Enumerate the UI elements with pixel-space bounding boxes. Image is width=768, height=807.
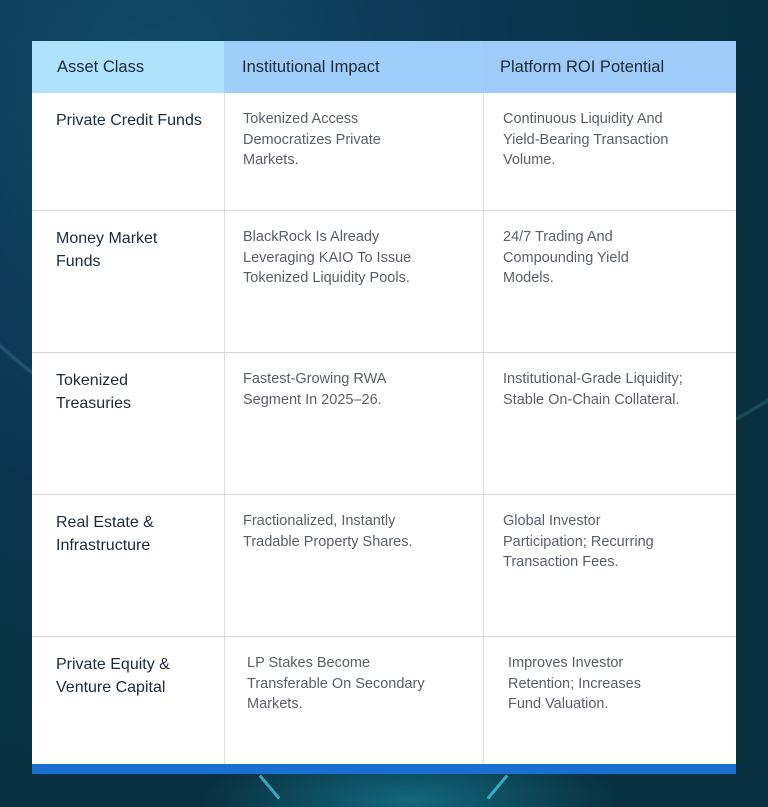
header-institutional-impact: Institutional Impact	[224, 41, 483, 93]
table-row: Tokenized Treasuries Fastest-Growing RWA…	[32, 352, 736, 494]
table-footer-accent-bar	[32, 764, 736, 774]
background-light-beam	[258, 774, 281, 800]
roi-text: Continuous Liquidity And Yield-Bearing T…	[503, 111, 669, 168]
asset-cell: Private Credit Funds	[32, 93, 224, 210]
header-platform-roi: Platform ROI Potential	[483, 41, 736, 93]
table-row: Private Credit Funds Tokenized Access De…	[32, 93, 736, 210]
asset-cell: Private Equity & Venture Capital	[32, 637, 224, 764]
asset-text: Private Credit Funds	[56, 112, 202, 129]
impact-cell: Fastest-Growing RWA Segment In 2025–26.	[224, 353, 483, 494]
impact-text: LP Stakes Become Transferable On Seconda…	[247, 655, 425, 712]
background-light-beam	[486, 774, 509, 800]
roi-text: 24/7 Trading And Compounding Yield Model…	[503, 229, 629, 286]
asset-text: Private Equity & Venture Capital	[56, 656, 170, 696]
asset-cell: Tokenized Treasuries	[32, 353, 224, 494]
asset-class-table: Asset Class Institutional Impact Platfor…	[32, 41, 736, 774]
table-row: Private Equity & Venture Capital LP Stak…	[32, 636, 736, 764]
impact-text: BlackRock Is Already Leveraging KAIO To …	[243, 229, 412, 286]
asset-text: Tokenized Treasuries	[56, 372, 131, 412]
table-row: Real Estate & Infrastructure Fractionali…	[32, 494, 736, 636]
roi-text: Institutional-Grade Liquidity; Stable On…	[503, 371, 683, 408]
impact-text: Fractionalized, Instantly Tradable Prope…	[243, 513, 413, 550]
roi-cell: Improves Investor Retention; Increases F…	[483, 637, 736, 764]
roi-text: Improves Investor Retention; Increases F…	[508, 655, 641, 712]
impact-cell: Fractionalized, Instantly Tradable Prope…	[224, 495, 483, 636]
impact-text: Tokenized Access Democratizes Private Ma…	[243, 111, 381, 168]
impact-cell: BlackRock Is Already Leveraging KAIO To …	[224, 211, 483, 352]
roi-text: Global Investor Participation; Recurring…	[503, 513, 654, 570]
roi-cell: Global Investor Participation; Recurring…	[483, 495, 736, 636]
impact-cell: LP Stakes Become Transferable On Seconda…	[224, 637, 483, 764]
asset-text: Money Market Funds	[56, 230, 158, 270]
asset-cell: Real Estate & Infrastructure	[32, 495, 224, 636]
roi-cell: Continuous Liquidity And Yield-Bearing T…	[483, 93, 736, 210]
impact-text: Fastest-Growing RWA Segment In 2025–26.	[243, 371, 386, 408]
impact-cell: Tokenized Access Democratizes Private Ma…	[224, 93, 483, 210]
table-row: Money Market Funds BlackRock Is Already …	[32, 210, 736, 352]
asset-text: Real Estate & Infrastructure	[56, 514, 154, 554]
roi-cell: 24/7 Trading And Compounding Yield Model…	[483, 211, 736, 352]
asset-cell: Money Market Funds	[32, 211, 224, 352]
header-asset-class: Asset Class	[32, 41, 224, 93]
table-header-row: Asset Class Institutional Impact Platfor…	[32, 41, 736, 93]
roi-cell: Institutional-Grade Liquidity; Stable On…	[483, 353, 736, 494]
